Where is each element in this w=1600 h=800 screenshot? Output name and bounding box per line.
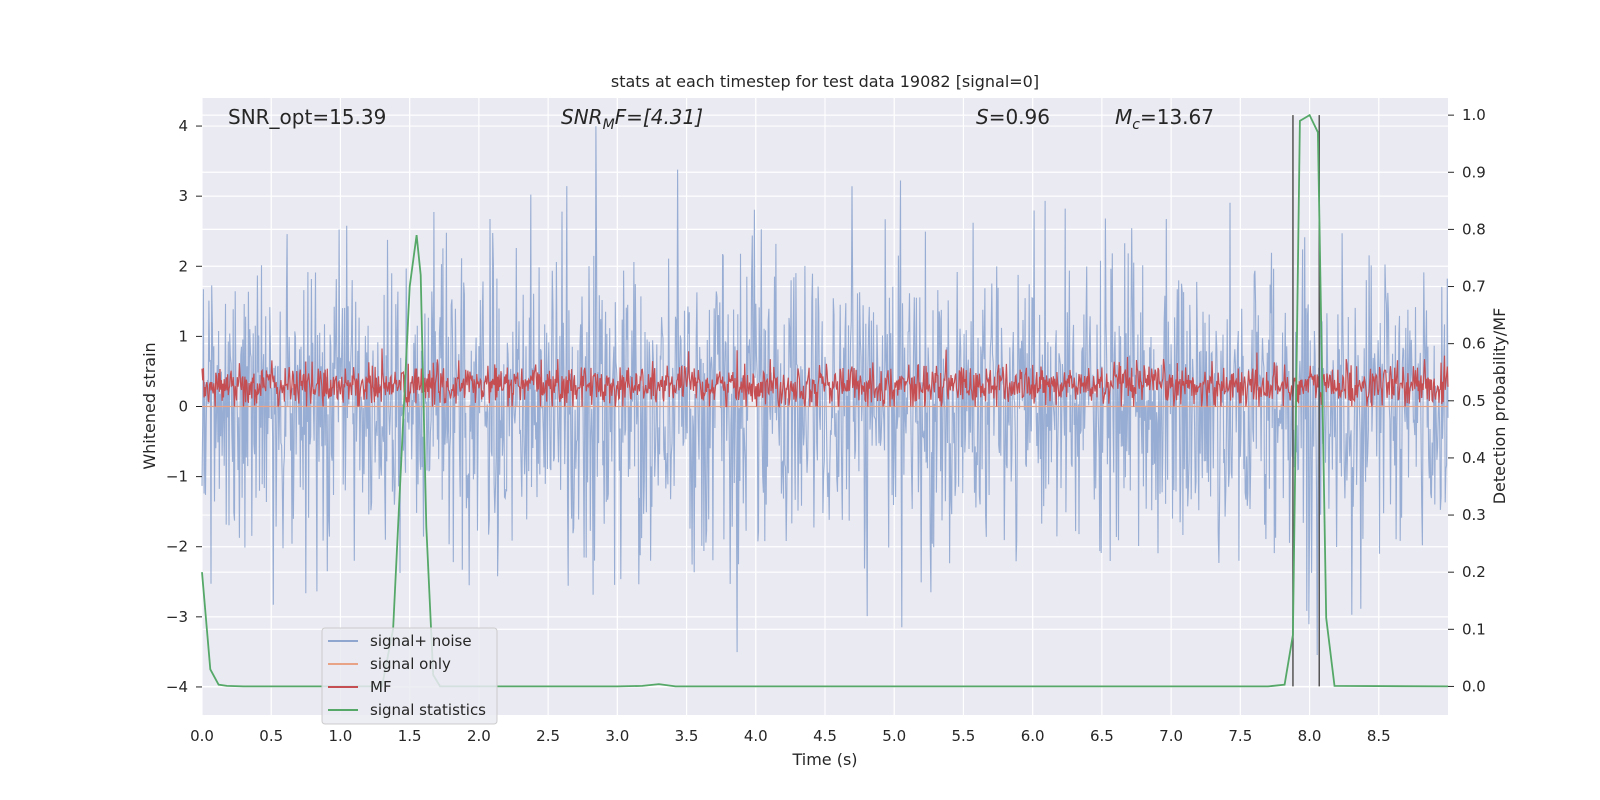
y-tick-label-left: −4 bbox=[166, 678, 188, 696]
x-tick-label: 6.5 bbox=[1090, 727, 1114, 745]
y-tick-label-right: 0.9 bbox=[1462, 163, 1486, 181]
y-tick-label-right: 0.8 bbox=[1462, 220, 1486, 238]
x-tick-label: 1.5 bbox=[398, 727, 422, 745]
chart-title: stats at each timestep for test data 190… bbox=[611, 72, 1039, 91]
y-tick-label-left: −3 bbox=[166, 608, 188, 626]
y-tick-label-right: 0.2 bbox=[1462, 563, 1486, 581]
legend-entry-3: signal statistics bbox=[370, 701, 486, 719]
annotation-snr-mf: SNRMF=[4.31] bbox=[561, 105, 703, 133]
x-ticks: 0.0 0.5 1.0 1.5 2.0 2.5 3.0 3.5 4.0 4.5 5.0 5.5 6.0 6… bbox=[190, 727, 1391, 745]
y-tick-label-right: 0.6 bbox=[1462, 335, 1486, 353]
y-tick-label-left: 4 bbox=[178, 117, 188, 135]
x-tick-label: 1.0 bbox=[329, 727, 353, 745]
annotation-mc-rest: =13.67 bbox=[1140, 105, 1214, 129]
annotation-s: S=0.96 bbox=[976, 105, 1050, 129]
y-ticks-left: 4 3 2 1 0 −1 −2 −3 −4 bbox=[166, 117, 202, 696]
annotation-snr-opt: SNR_opt=15.39 bbox=[228, 105, 386, 129]
y-tick-label-right: 0.1 bbox=[1462, 620, 1486, 638]
annotation-snr-mf-base: SNR bbox=[561, 105, 603, 129]
annotation-snr-mf-rest: F=[4.31] bbox=[615, 105, 703, 129]
y-tick-label-right: 0.3 bbox=[1462, 506, 1486, 524]
x-tick-label: 5.5 bbox=[952, 727, 976, 745]
x-tick-label: 2.5 bbox=[536, 727, 560, 745]
x-tick-label: 7.5 bbox=[1228, 727, 1252, 745]
y-axis-label-left: Whitened strain bbox=[140, 342, 159, 469]
annotation-s-base: S bbox=[976, 105, 989, 129]
x-tick-label: 7.0 bbox=[1159, 727, 1183, 745]
legend-entry-2: MF bbox=[370, 678, 392, 696]
y-tick-label-right: 1.0 bbox=[1462, 106, 1486, 124]
x-tick-label: 6.0 bbox=[1021, 727, 1045, 745]
x-tick-label: 8.5 bbox=[1367, 727, 1391, 745]
annotation-mc: Mc=13.67 bbox=[1115, 105, 1214, 133]
x-tick-label: 0.0 bbox=[190, 727, 214, 745]
legend-entry-0: signal+ noise bbox=[370, 632, 472, 650]
annotation-mc-sub: c bbox=[1132, 117, 1140, 133]
x-tick-label: 3.0 bbox=[605, 727, 629, 745]
series-mf bbox=[201, 348, 1449, 408]
x-tick-label: 3.5 bbox=[675, 727, 699, 745]
y-tick-label-right: 0.5 bbox=[1462, 392, 1486, 410]
x-tick-label: 4.0 bbox=[744, 727, 768, 745]
y-tick-label-left: 2 bbox=[178, 257, 188, 275]
y-tick-label-right: 0.4 bbox=[1462, 449, 1486, 467]
y-tick-label-left: 1 bbox=[178, 327, 188, 345]
y-ticks-right: 1.0 0.9 0.8 0.7 0.6 0.5 0.4 0.3 0.2 0.1 0.0 bbox=[1448, 106, 1486, 695]
legend: signal+ noise signal only MF signal stat… bbox=[321, 627, 498, 725]
annotation-snr-mf-sub: M bbox=[603, 117, 615, 133]
x-tick-label: 4.5 bbox=[813, 727, 837, 745]
y-tick-label-left: 0 bbox=[178, 398, 188, 416]
x-tick-label: 0.5 bbox=[259, 727, 283, 745]
x-tick-label: 8.0 bbox=[1298, 727, 1322, 745]
y-tick-label-right: 0.0 bbox=[1462, 677, 1486, 695]
y-tick-label-left: −2 bbox=[166, 538, 188, 556]
x-tick-label: 5.0 bbox=[882, 727, 906, 745]
annotation-s-rest: =0.96 bbox=[989, 105, 1050, 129]
legend-entry-1: signal only bbox=[370, 655, 451, 673]
y-tick-label-left: −1 bbox=[166, 468, 188, 486]
y-tick-label-right: 0.7 bbox=[1462, 278, 1486, 296]
x-tick-label: 2.0 bbox=[467, 727, 491, 745]
y-tick-label-left: 3 bbox=[178, 187, 188, 205]
legend-box bbox=[321, 627, 498, 725]
y-axis-label-right: Detection probability/MF bbox=[1490, 308, 1509, 505]
x-axis-label: Time (s) bbox=[791, 750, 857, 769]
annotation-mc-base: M bbox=[1115, 105, 1132, 129]
